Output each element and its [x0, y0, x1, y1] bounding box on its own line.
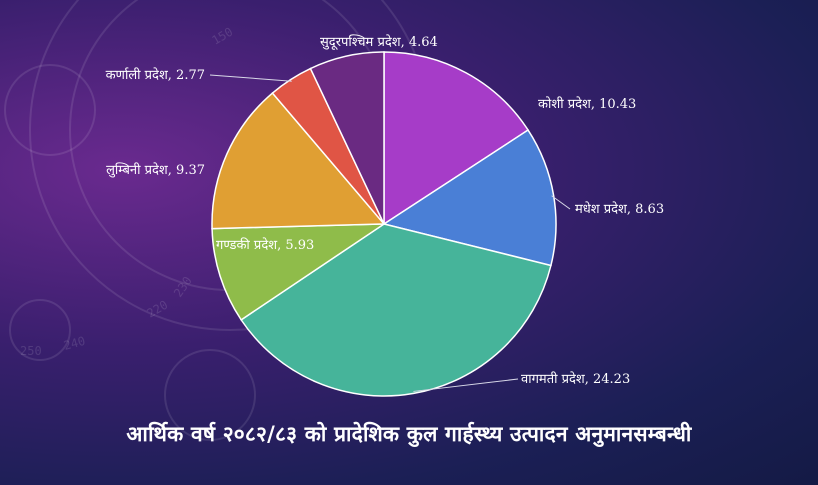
- slice-label: कर्णाली प्रदेश, 2.77: [106, 67, 205, 83]
- slice-label: मधेश प्रदेश, 8.63: [575, 201, 664, 217]
- slice-labels: कोशी प्रदेश, 10.43 मधेश प्रदेश, 8.63 वागमत…: [106, 34, 665, 387]
- pie-slice: [309, 51, 385, 225]
- pie-slice: [383, 51, 530, 226]
- pie-slices: [211, 51, 557, 397]
- pie-slice: [211, 91, 386, 230]
- pie-slice: [382, 129, 557, 267]
- leader-line: [209, 74, 292, 82]
- dial-number: 240: [62, 334, 87, 353]
- slice-label: वागमती प्रदेश, 24.23: [521, 371, 630, 387]
- slice-label: कोशी प्रदेश, 10.43: [538, 96, 636, 112]
- slice-label: गण्डकी प्रदेश, 5.93: [216, 237, 314, 253]
- slice-label: सुदूरपश्चिम प्रदेश, 4.64: [320, 34, 438, 50]
- leader-line: [551, 195, 571, 210]
- pie-slice: [240, 223, 552, 397]
- slice-label: लुम्बिनी प्रदेश, 9.37: [106, 162, 205, 178]
- leader-lines: [209, 74, 571, 392]
- dial-number: 250: [20, 344, 42, 358]
- leader-line: [413, 378, 519, 392]
- chart-title: आर्थिक वर्ष २०८२/८३ को प्रादेशिक कुल गार…: [126, 422, 692, 446]
- pie-slice: [211, 223, 387, 321]
